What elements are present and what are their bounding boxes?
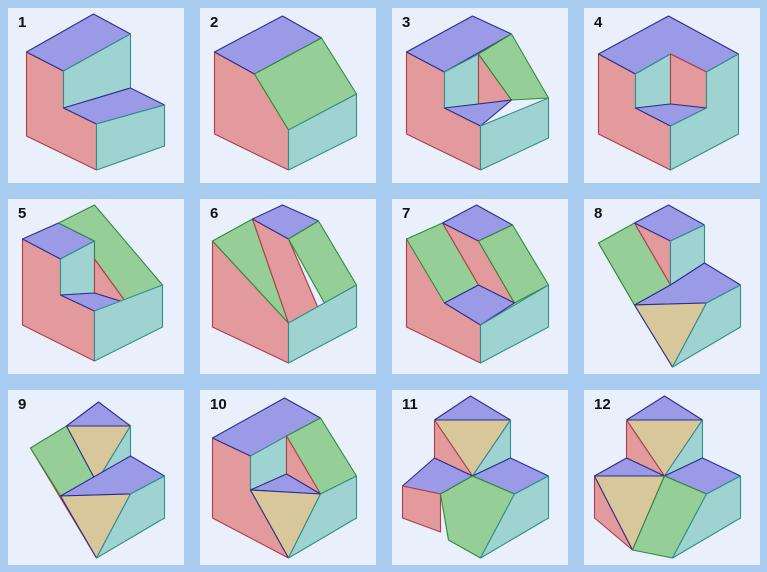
figure-label: 12 bbox=[594, 396, 611, 413]
figure-label: 11 bbox=[402, 396, 418, 413]
face-right bbox=[95, 475, 166, 559]
figure-label: 10 bbox=[210, 396, 227, 413]
figure-11: 11 bbox=[392, 390, 568, 565]
figure-9: 9 bbox=[8, 390, 184, 565]
figure-label: 3 bbox=[402, 14, 411, 31]
figure-2: 2 bbox=[200, 8, 376, 183]
face-right bbox=[479, 475, 550, 559]
figure-label: 5 bbox=[18, 205, 27, 222]
figure-3-drawing bbox=[405, 15, 550, 171]
figure-1: 1 bbox=[8, 8, 184, 183]
figure-12: 12 bbox=[584, 390, 760, 565]
figure-4: 4 bbox=[584, 8, 760, 183]
face-right bbox=[671, 475, 742, 559]
figure-label: 9 bbox=[18, 396, 27, 413]
face-right bbox=[287, 475, 358, 559]
figure-7-drawing bbox=[405, 204, 550, 364]
figure-label: 8 bbox=[594, 205, 603, 222]
face-right bbox=[287, 93, 358, 171]
figure-1-drawing bbox=[25, 13, 166, 171]
figure-8: 8 bbox=[584, 199, 760, 374]
figure-6: 6 bbox=[200, 199, 376, 374]
face-right bbox=[479, 284, 550, 364]
figure-5-drawing bbox=[21, 204, 164, 362]
face-top bbox=[443, 99, 513, 127]
figure-9-drawing bbox=[29, 401, 166, 559]
figure-10-drawing bbox=[211, 397, 358, 559]
figure-7: 7 bbox=[392, 199, 568, 374]
face-top bbox=[625, 395, 704, 421]
figure-2-drawing bbox=[213, 15, 358, 171]
figure-label: 7 bbox=[402, 205, 411, 222]
face-right bbox=[669, 53, 740, 171]
figure-5: 5 bbox=[8, 199, 184, 374]
figure-label: 2 bbox=[210, 14, 219, 31]
figure-6-drawing bbox=[211, 204, 358, 364]
face-top bbox=[443, 284, 516, 326]
face-top bbox=[65, 401, 132, 427]
face-right bbox=[95, 104, 166, 171]
face-right bbox=[671, 284, 742, 368]
figure-3: 3 bbox=[392, 8, 568, 183]
figure-4-drawing bbox=[597, 15, 740, 171]
face-right bbox=[479, 97, 550, 171]
face-right bbox=[287, 284, 358, 364]
figure-label: 1 bbox=[18, 14, 27, 31]
figure-10: 10 bbox=[200, 390, 376, 565]
figure-label: 6 bbox=[210, 205, 219, 222]
figure-label: 4 bbox=[594, 14, 603, 31]
face-left bbox=[401, 485, 442, 533]
figure-11-drawing bbox=[401, 395, 550, 559]
face-top bbox=[433, 395, 512, 421]
figure-8-drawing bbox=[597, 204, 742, 368]
figure-12-drawing bbox=[593, 395, 742, 559]
face-right bbox=[93, 284, 164, 362]
